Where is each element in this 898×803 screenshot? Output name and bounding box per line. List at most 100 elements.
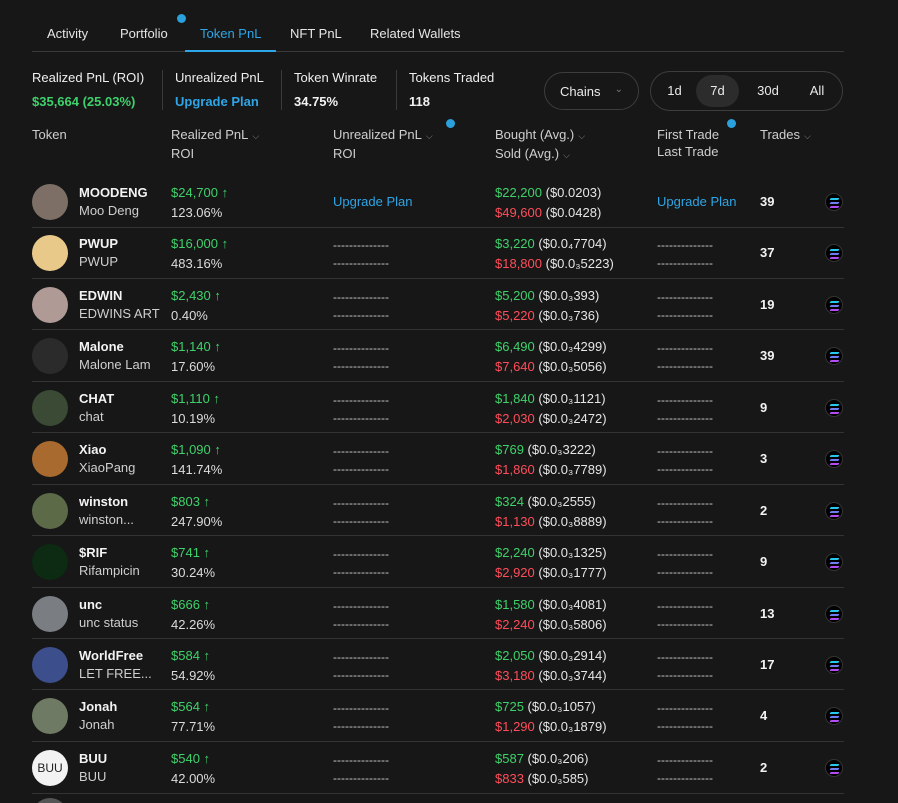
bought-avg: ($0.0₃3222) — [527, 442, 596, 457]
token-name: unc status — [79, 615, 139, 630]
unrealized-pnl-masked: -------------- — [333, 393, 389, 407]
table-row[interactable]: unc unc status $666 ↑ 42.26% -----------… — [32, 588, 844, 639]
sold-value: $1,860 — [495, 462, 535, 477]
last-trade-masked: -------------- — [657, 359, 713, 373]
sold-amount: $1,860 ($0.0₃7789) — [495, 462, 607, 477]
bought-avg: ($0.0₃2914) — [538, 648, 607, 663]
realized-roi: 42.00% — [171, 771, 216, 786]
upgrade-plan-link[interactable]: Upgrade Plan — [333, 194, 413, 209]
period-1d[interactable]: 1d — [667, 83, 682, 98]
token-symbol[interactable]: EDWIN — [79, 288, 123, 303]
period-all[interactable]: All — [809, 83, 825, 98]
divider — [281, 70, 282, 110]
tab-nft-pnl[interactable]: NFT PnL — [290, 26, 342, 41]
token-name: LET FREE... — [79, 666, 152, 681]
solana-chain-icon — [825, 296, 843, 314]
tab-related-wallets[interactable]: Related Wallets — [370, 26, 461, 41]
bought-avg: ($0.0₃1121) — [538, 391, 606, 406]
sold-amount: $2,240 ($0.0₃5806) — [495, 617, 607, 632]
header-first-last-trade: First Trade Last Trade — [657, 126, 719, 160]
bought-amount: $5,200 ($0.0₃393) — [495, 288, 599, 303]
token-winrate-label: Token Winrate — [294, 70, 378, 85]
upgrade-plan-link[interactable]: Upgrade Plan — [657, 194, 737, 209]
unrealized-pnl-masked: -------------- — [333, 650, 389, 664]
bought-avg: ($0.0₃2555) — [527, 494, 596, 509]
header-unrealized-pnl[interactable]: Unrealized PnL ⌵ ROI — [333, 126, 433, 162]
token-symbol[interactable]: BUU — [79, 751, 108, 766]
solana-chain-icon — [825, 759, 843, 777]
table-row[interactable]: $RIF Rifampicin $741 ↑ 30.24% ----------… — [32, 536, 844, 588]
period-7d[interactable]: 7d — [696, 75, 739, 107]
unrealized-pnl-masked: -------------- — [333, 599, 389, 613]
realized-roi: 247.90% — [171, 514, 223, 529]
tab-token-pnl[interactable]: Token PnL — [200, 26, 262, 41]
bought-value: $1,580 — [495, 597, 535, 612]
chevron-down-icon: ⌄ — [614, 84, 623, 95]
header-trades[interactable]: Trades ⌵ — [760, 126, 811, 145]
header-realized-roi: ROI — [171, 146, 195, 161]
bought-avg: ($0.0₃4081) — [538, 597, 607, 612]
bought-value: $2,240 — [495, 545, 535, 560]
table-row[interactable] — [32, 794, 844, 803]
token-symbol[interactable]: PWUP — [79, 236, 118, 251]
trade-count: 9 — [760, 554, 768, 569]
token-symbol[interactable]: Malone — [79, 339, 124, 354]
realized-roi: 54.92% — [171, 668, 216, 683]
header-realized-pnl[interactable]: Realized PnL ⌵ ROI — [171, 126, 259, 162]
table-row[interactable]: BUU BUU BUU $540 ↑ 42.00% --------------… — [32, 742, 844, 794]
sold-avg: ($0.0₃1777) — [538, 565, 607, 580]
tab-activity[interactable]: Activity — [47, 26, 89, 41]
table-row[interactable]: Malone Malone Lam $1,140 ↑ 17.60% ------… — [32, 330, 844, 382]
unrealized-pnl-masked: -------------- — [333, 238, 389, 252]
header-bought-sold[interactable]: Bought (Avg.) ⌵ Sold (Avg.) ⌵ — [495, 126, 585, 164]
table-row[interactable]: WorldFree LET FREE... $584 ↑ 54.92% ----… — [32, 639, 844, 690]
divider — [162, 70, 163, 110]
sold-amount: $1,130 ($0.0₃8889) — [495, 514, 607, 529]
sold-avg: ($0.0₃8889) — [538, 514, 607, 529]
last-trade-masked: -------------- — [657, 668, 713, 682]
table-row[interactable]: Jonah Jonah $564 ↑ 77.71% --------------… — [32, 690, 844, 742]
sold-avg: ($0.0₃585) — [527, 771, 589, 786]
chevron-down-icon: ⌵ — [425, 131, 433, 141]
bought-value: $2,050 — [495, 648, 535, 663]
bought-avg: ($0.0₃4299) — [538, 339, 607, 354]
token-symbol[interactable]: MOODENG — [79, 185, 148, 200]
token-symbol[interactable]: unc — [79, 597, 103, 612]
notification-dot — [727, 119, 736, 128]
table-row[interactable]: MOODENG Moo Deng $24,700 ↑ 123.06% Upgra… — [32, 176, 844, 228]
last-trade-masked: -------------- — [657, 771, 713, 785]
token-name: Moo Deng — [79, 203, 139, 218]
token-avatar — [32, 698, 68, 734]
table-row[interactable]: CHAT chat $1,110 ↑ 10.19% --------------… — [32, 382, 844, 433]
token-symbol[interactable]: $RIF — [79, 545, 108, 560]
realized-roi: 0.40% — [171, 308, 208, 323]
bought-amount: $2,240 ($0.0₃1325) — [495, 545, 607, 560]
period-30d[interactable]: 30d — [757, 83, 779, 98]
bought-avg: ($0.0₃1057) — [527, 699, 596, 714]
table-row[interactable]: winston winston... $803 ↑ 247.90% ------… — [32, 485, 844, 536]
token-symbol[interactable]: WorldFree — [79, 648, 144, 663]
sold-value: $7,640 — [495, 359, 535, 374]
bought-value: $3,220 — [495, 236, 535, 251]
unrealized-roi-masked: -------------- — [333, 308, 389, 322]
table-row[interactable]: EDWIN EDWINS ART $2,430 ↑ 0.40% --------… — [32, 279, 844, 330]
token-symbol[interactable]: Jonah — [79, 699, 118, 714]
token-symbol[interactable]: CHAT — [79, 391, 115, 406]
upgrade-plan-link[interactable]: Upgrade Plan — [175, 94, 259, 109]
avatar-text: BUU — [37, 761, 63, 775]
unrealized-roi-masked: -------------- — [333, 719, 389, 733]
first-trade-masked: -------------- — [657, 444, 713, 458]
bought-value: $725 — [495, 699, 524, 714]
trade-count: 2 — [760, 503, 768, 518]
token-symbol[interactable]: Xiao — [79, 442, 107, 457]
bought-avg: ($0.0203) — [545, 185, 602, 200]
token-symbol[interactable]: winston — [79, 494, 129, 509]
token-avatar — [32, 798, 68, 803]
chains-dropdown[interactable]: Chains ⌄ — [544, 72, 639, 110]
table-row[interactable]: PWUP PWUP $16,000 ↑ 483.16% ------------… — [32, 227, 844, 279]
tab-portfolio[interactable]: Portfolio — [120, 26, 168, 41]
unrealized-roi-masked: -------------- — [333, 668, 389, 682]
sold-value: $18,800 — [495, 256, 542, 271]
token-avatar — [32, 596, 68, 632]
table-row[interactable]: Xiao XiaoPang $1,090 ↑ 141.74% ---------… — [32, 433, 844, 485]
